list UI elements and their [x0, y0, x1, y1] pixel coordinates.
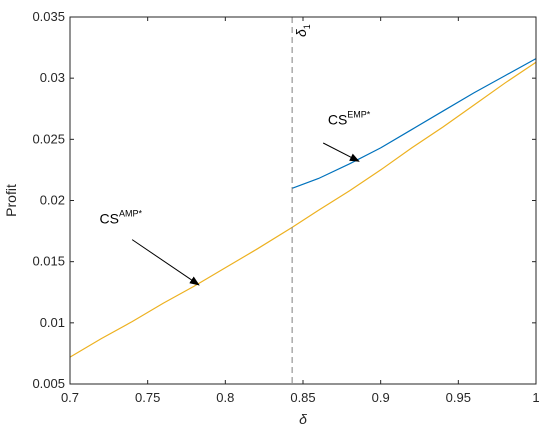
y-tick-label: 0.025 [32, 131, 65, 146]
x-tick-label: 0.7 [61, 390, 79, 405]
x-tick-label: 1 [532, 390, 539, 405]
x-tick-label: 0.75 [135, 390, 160, 405]
annotation-superscript-amp: AMP* [119, 209, 143, 219]
y-tick-label: 0.02 [40, 193, 65, 208]
x-tick-label: 0.85 [290, 390, 315, 405]
series-line-emp [291, 58, 537, 189]
annotation-arrow-amp [131, 239, 200, 286]
series-lines [69, 58, 537, 358]
plot-area [70, 17, 536, 384]
y-tick-label: 0.03 [40, 70, 65, 85]
x-axis-label: δ [299, 411, 307, 427]
annotation-superscript-emp: EMP* [347, 110, 371, 120]
x-tick-label: 0.95 [446, 390, 471, 405]
y-tick-label: 0.035 [32, 9, 65, 24]
plot-frame [69, 16, 537, 385]
x-tick-label: 0.8 [216, 390, 234, 405]
series-line-amp [69, 61, 537, 358]
axis-ticks: 0.7 0.75 0.8 0.85 0.9 0.95 1 0.005 0.01 0.015 0.02… [32, 9, 539, 405]
threshold-label-subscript: 1 [302, 24, 312, 29]
annotation-arrow-emp [322, 142, 360, 162]
y-tick-label: 0.015 [32, 254, 65, 269]
y-axis-label: Profit [3, 184, 19, 217]
x-tick-label: 0.9 [372, 390, 390, 405]
y-tick-label: 0.01 [40, 315, 65, 330]
y-tick-label: 0.005 [32, 376, 65, 391]
